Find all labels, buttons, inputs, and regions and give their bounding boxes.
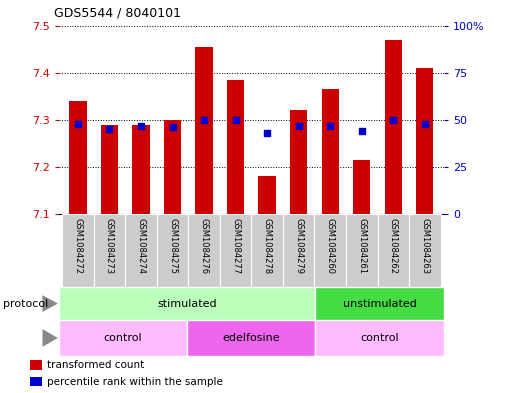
Bar — [315, 287, 444, 320]
Text: control: control — [104, 333, 143, 343]
Bar — [314, 214, 346, 287]
Text: GSM1084273: GSM1084273 — [105, 218, 114, 274]
Text: GSM1084262: GSM1084262 — [389, 218, 398, 274]
Text: unstimulated: unstimulated — [343, 299, 417, 309]
Text: edelfosine: edelfosine — [223, 333, 280, 343]
Point — [421, 121, 429, 127]
Bar — [30, 360, 42, 370]
Point — [105, 126, 113, 132]
Bar — [59, 320, 187, 356]
Bar — [322, 89, 339, 214]
Point — [137, 122, 145, 129]
Text: percentile rank within the sample: percentile rank within the sample — [47, 377, 223, 387]
Bar — [30, 377, 42, 386]
Bar — [259, 176, 276, 214]
Bar — [378, 214, 409, 287]
Point — [326, 122, 334, 129]
Bar — [125, 214, 157, 287]
Text: GSM1084277: GSM1084277 — [231, 218, 240, 274]
Point — [231, 117, 240, 123]
Bar — [251, 214, 283, 287]
Text: GSM1084260: GSM1084260 — [326, 218, 334, 274]
Text: stimulated: stimulated — [157, 299, 217, 309]
Point — [294, 122, 303, 129]
Text: GSM1084272: GSM1084272 — [73, 218, 83, 274]
Point — [168, 124, 176, 130]
Text: GSM1084279: GSM1084279 — [294, 218, 303, 274]
Bar — [290, 110, 307, 214]
Bar — [62, 214, 94, 287]
Text: GSM1084276: GSM1084276 — [200, 218, 209, 274]
Bar — [157, 214, 188, 287]
Text: protocol: protocol — [3, 299, 48, 309]
Bar — [132, 125, 150, 214]
Point — [263, 130, 271, 136]
Bar — [346, 214, 378, 287]
Text: GSM1084274: GSM1084274 — [136, 218, 146, 274]
Bar — [416, 68, 433, 214]
Bar — [409, 214, 441, 287]
Polygon shape — [43, 295, 58, 312]
Text: transformed count: transformed count — [47, 360, 144, 370]
Bar — [188, 214, 220, 287]
Text: control: control — [360, 333, 399, 343]
Bar — [315, 320, 444, 356]
Bar — [69, 101, 87, 214]
Text: GDS5544 / 8040101: GDS5544 / 8040101 — [54, 7, 181, 20]
Bar — [94, 214, 125, 287]
Text: GSM1084278: GSM1084278 — [263, 218, 272, 274]
Bar — [187, 320, 315, 356]
Bar — [101, 125, 118, 214]
Bar — [385, 40, 402, 214]
Bar — [227, 80, 244, 214]
Bar — [195, 47, 213, 214]
Point — [358, 128, 366, 134]
Bar — [220, 214, 251, 287]
Bar — [59, 287, 315, 320]
Text: GSM1084261: GSM1084261 — [357, 218, 366, 274]
Polygon shape — [43, 329, 58, 347]
Point — [200, 117, 208, 123]
Point — [389, 117, 398, 123]
Text: GSM1084275: GSM1084275 — [168, 218, 177, 274]
Bar — [164, 120, 181, 214]
Point — [74, 121, 82, 127]
Bar — [353, 160, 370, 214]
Text: GSM1084263: GSM1084263 — [420, 218, 429, 274]
Bar — [283, 214, 314, 287]
